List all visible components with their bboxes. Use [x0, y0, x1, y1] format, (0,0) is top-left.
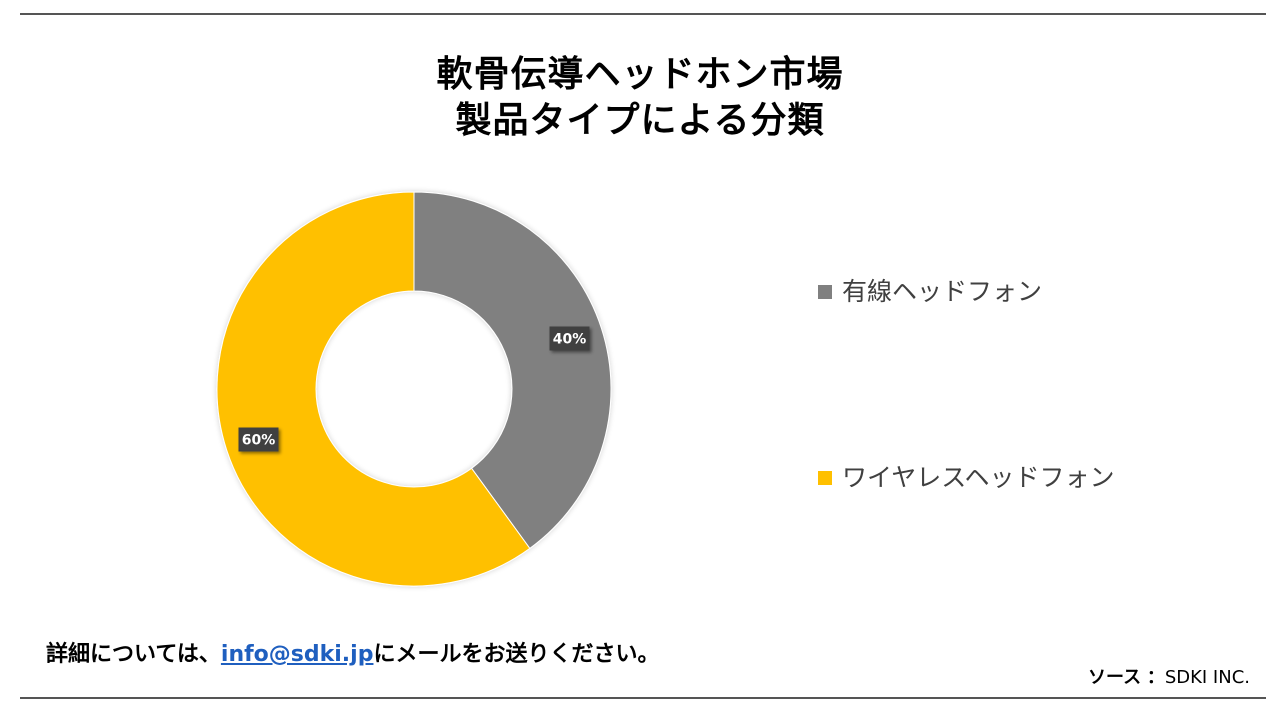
email-link[interactable]: info@sdki.jp [220, 642, 374, 667]
chart-title-line1: 軟骨伝導ヘッドホン市場 [436, 54, 844, 95]
donut-chart: 40% 60% [216, 191, 612, 587]
source-credit: ソース ：SDKI INC. [1088, 664, 1250, 692]
donut-slice-wired [413, 191, 612, 550]
legend-swatch-wired [818, 285, 832, 299]
data-label-text-wired: 40% [553, 331, 587, 347]
source-value: SDKI INC. [1164, 667, 1250, 688]
data-label-wireless: 60% [238, 427, 279, 452]
data-label-box-wired [549, 326, 590, 351]
legend-swatch-wireless [818, 471, 832, 485]
legend-item-wired: 有線ヘッドフォン [818, 272, 1042, 312]
data-label-box-wireless [238, 427, 279, 452]
legend-label-wired: 有線ヘッドフォン [842, 277, 1043, 306]
contact-prefix: 詳細については、 [46, 642, 221, 667]
contact-note: 詳細については、info@sdki.jpにメールをお送りください。 [46, 637, 659, 673]
source-label: ソース [1087, 667, 1142, 688]
source-separator: ： [1146, 667, 1165, 688]
chart-title: 軟骨伝導ヘッドホン市場 製品タイプによる分類 [0, 52, 1280, 144]
contact-suffix: にメールをお送りください。 [373, 642, 660, 667]
top-divider [20, 13, 1266, 15]
legend-item-wireless: ワイヤレスヘッドフォン [818, 458, 1115, 498]
chart-title-line2: 製品タイプによる分類 [455, 100, 825, 141]
bottom-divider [20, 697, 1266, 699]
donut-slice-wireless [216, 191, 531, 587]
data-label-text-wireless: 60% [242, 433, 276, 449]
data-label-wired: 40% [549, 326, 590, 351]
legend-label-wireless: ワイヤレスヘッドフォン [842, 463, 1115, 492]
